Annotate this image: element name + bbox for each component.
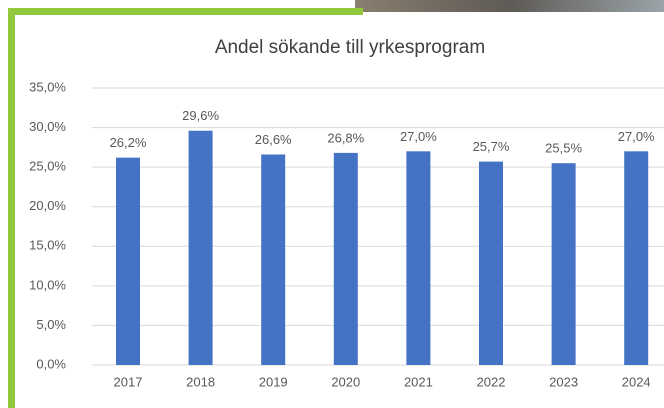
chart-title: Andel sökande till yrkesprogram [215, 37, 485, 58]
bar [116, 157, 140, 365]
bar [551, 163, 576, 365]
y-tick-label: 25,0% [29, 159, 66, 174]
y-tick-label: 35,0% [29, 79, 66, 94]
data-label: 29,6% [182, 108, 219, 123]
frame-top [8, 8, 363, 15]
bar [406, 151, 431, 365]
y-tick-label: 10,0% [29, 277, 66, 292]
photo-strip [355, 0, 664, 12]
x-tick-label: 2023 [549, 374, 578, 389]
x-tick-label: 2019 [259, 374, 288, 389]
frame-left [8, 8, 15, 408]
bar [479, 161, 503, 365]
data-label: 27,0% [400, 129, 437, 144]
x-tick-label: 2018 [186, 374, 215, 389]
data-label: 27,0% [618, 129, 655, 144]
x-tick-label: 2017 [114, 374, 143, 389]
x-tick-label: 2024 [622, 374, 651, 389]
data-label: 26,8% [327, 130, 364, 145]
data-label: 25,5% [545, 141, 582, 156]
bar [188, 130, 213, 365]
y-tick-label: 15,0% [29, 238, 66, 253]
bar [333, 152, 358, 365]
y-tick-label: 5,0% [36, 317, 66, 332]
y-tick-label: 30,0% [29, 119, 66, 134]
x-tick-label: 2021 [404, 374, 433, 389]
x-tick-label: 2020 [331, 374, 360, 389]
data-label: 25,7% [473, 139, 510, 154]
data-label: 26,2% [110, 135, 147, 150]
y-tick-label: 20,0% [29, 198, 66, 213]
bar [624, 151, 649, 365]
bar [261, 154, 286, 365]
data-label: 26,6% [255, 132, 292, 147]
x-tick-label: 2022 [477, 374, 506, 389]
y-tick-label: 0,0% [36, 356, 66, 371]
